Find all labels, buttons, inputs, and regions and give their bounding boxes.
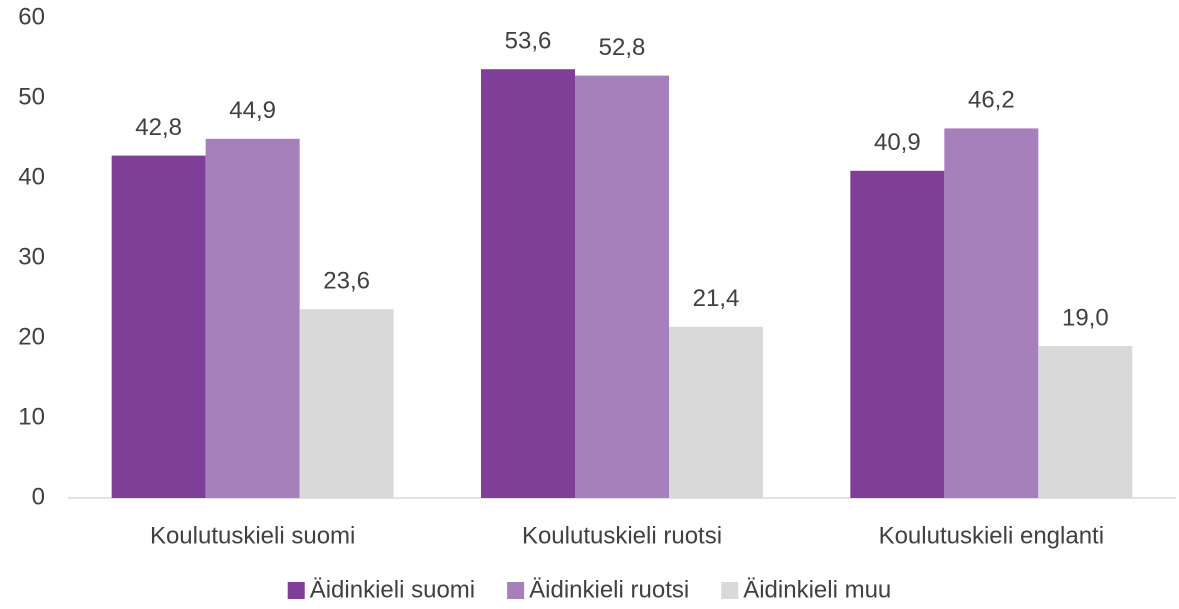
data-label: 46,2 xyxy=(968,87,1015,114)
legend-item: Äidinkieli suomi xyxy=(287,576,475,603)
y-tick-label: 40 xyxy=(18,163,45,190)
legend-item: Äidinkieli muu xyxy=(721,576,891,603)
y-tick-label: 20 xyxy=(18,323,45,350)
bar xyxy=(669,326,763,498)
bar xyxy=(575,75,669,498)
legend-swatch xyxy=(287,582,305,599)
bar xyxy=(299,309,394,498)
data-label: 40,9 xyxy=(874,129,921,156)
x-tick-label: Koulutuskieli suomi xyxy=(150,522,355,549)
data-label: 44,9 xyxy=(229,97,276,124)
y-tick-label: 0 xyxy=(32,483,45,510)
data-label: 53,6 xyxy=(505,28,552,55)
x-tick-label: Koulutuskieli ruotsi xyxy=(522,522,722,549)
x-tick-label: Koulutuskieli englanti xyxy=(879,522,1104,549)
legend-label: Äidinkieli suomi xyxy=(310,576,475,603)
legend-label: Äidinkieli ruotsi xyxy=(529,576,689,603)
data-label: 42,8 xyxy=(135,114,182,141)
bar xyxy=(205,138,300,499)
y-tick-label: 10 xyxy=(18,403,45,430)
bar xyxy=(111,155,206,498)
y-tick-label: 30 xyxy=(18,243,45,270)
y-tick-label: 60 xyxy=(18,3,45,30)
data-label: 19,0 xyxy=(1062,304,1109,331)
legend-label: Äidinkieli muu xyxy=(743,576,891,603)
bar xyxy=(1038,346,1133,498)
data-label: 21,4 xyxy=(693,285,740,312)
bar xyxy=(850,170,945,499)
y-tick-label: 50 xyxy=(18,83,45,110)
bar xyxy=(944,128,1039,498)
legend-swatch xyxy=(507,582,525,599)
data-label: 23,6 xyxy=(323,268,370,295)
legend-swatch xyxy=(721,582,739,599)
bar xyxy=(481,69,575,498)
legend-item: Äidinkieli ruotsi xyxy=(507,576,689,603)
data-label: 52,8 xyxy=(599,34,646,61)
